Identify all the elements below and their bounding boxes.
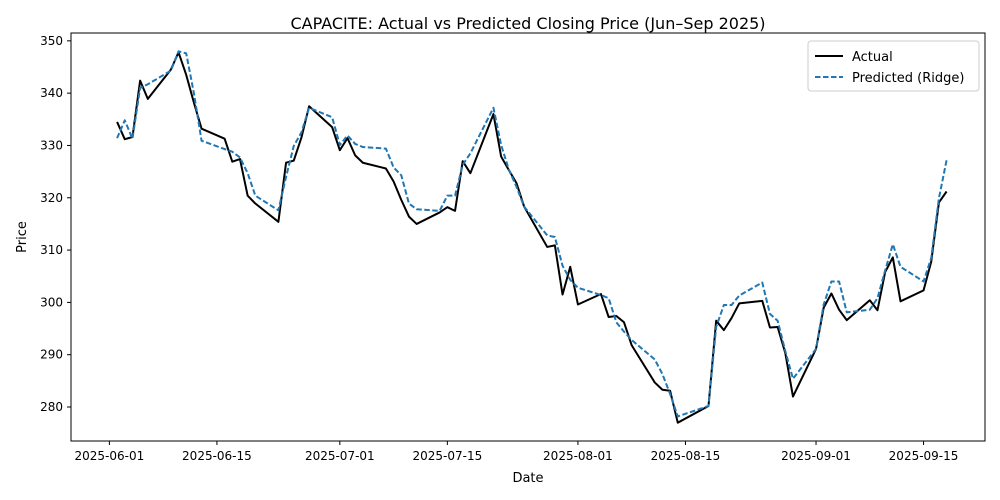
y-axis: 280 290 300 310 320 330 340 350 [40,34,71,414]
plot-frame [70,32,986,442]
chart-title: CAPACITE: Actual vs Predicted Closing Pr… [290,14,765,33]
x-axis-label: Date [512,471,543,486]
x-tick-label: 2025-06-01 [75,449,145,463]
x-tick-label: 2025-09-01 [781,449,851,463]
x-tick-label: 2025-07-01 [305,449,375,463]
y-tick-label: 340 [40,86,63,100]
x-tick-label: 2025-09-15 [889,449,959,463]
y-tick-label: 330 [40,138,63,152]
x-tick-label: 2025-08-01 [543,449,613,463]
x-tick-label: 2025-07-15 [412,449,482,463]
y-tick-label: 350 [40,34,63,48]
legend-box [807,40,980,92]
legend: Actual Predicted (Ridge) [807,40,980,92]
y-tick-label: 310 [40,243,63,257]
legend-label-actual: Actual [852,50,893,65]
x-tick-label: 2025-08-15 [651,449,721,463]
x-tick-label: 2025-06-15 [182,449,252,463]
legend-label-predicted: Predicted (Ridge) [852,71,964,86]
series-lines [116,50,948,424]
y-tick-label: 280 [40,400,63,414]
plot-area: 2025-06-01 2025-06-15 2025-07-01 2025-07-15… [40,32,986,463]
x-axis: 2025-06-01 2025-06-15 2025-07-01 2025-07-15… [75,441,959,463]
y-tick-label: 320 [40,191,63,205]
y-tick-label: 290 [40,348,63,362]
y-axis-label: Price [15,221,30,253]
series-line-predicted [116,50,948,418]
y-tick-label: 300 [40,295,63,309]
